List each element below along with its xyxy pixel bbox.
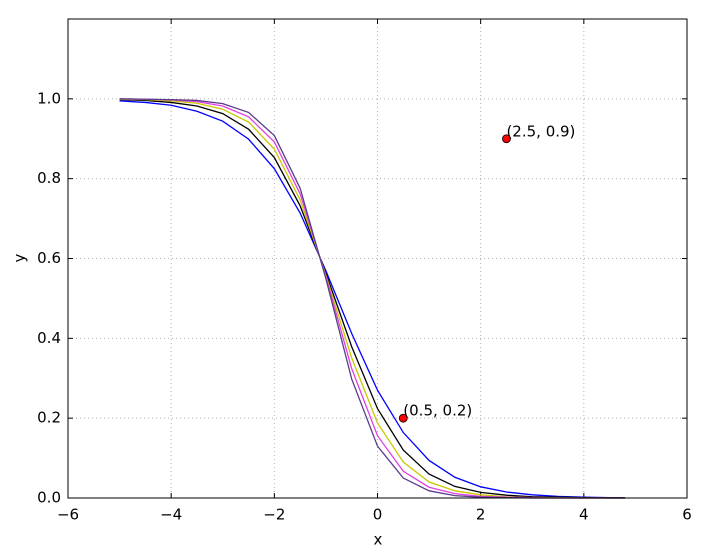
- plot-frame: [67, 18, 688, 499]
- series-line: [119, 98, 626, 499]
- series-line: [119, 98, 626, 499]
- x-axis-label: x: [374, 531, 383, 549]
- series-line: [119, 98, 626, 499]
- y-axis-label: y: [11, 253, 29, 262]
- series-line: [119, 98, 626, 499]
- y-tick-label: 0.0: [37, 489, 61, 507]
- y-tick-label: 0.8: [37, 169, 61, 187]
- x-tick-label: 4: [579, 506, 589, 524]
- x-tick-label: −4: [160, 506, 182, 524]
- point-annotation: (2.5, 0.9): [506, 122, 575, 140]
- point: [502, 134, 511, 144]
- x-tick-label: 6: [682, 506, 692, 524]
- x-tick-label: −6: [57, 506, 79, 524]
- y-tick-label: 1.0: [37, 89, 61, 107]
- x-tick-label: −2: [263, 506, 285, 524]
- y-tick-label: 0.6: [37, 249, 61, 267]
- series-line: [119, 100, 626, 499]
- x-tick-label: 2: [476, 506, 486, 524]
- point-annotation: (0.5, 0.2): [403, 402, 472, 420]
- point: [398, 413, 408, 423]
- x-tick-label: 0: [373, 506, 383, 524]
- y-tick-label: 0.2: [37, 409, 61, 427]
- y-tick-label: 0.4: [37, 329, 61, 347]
